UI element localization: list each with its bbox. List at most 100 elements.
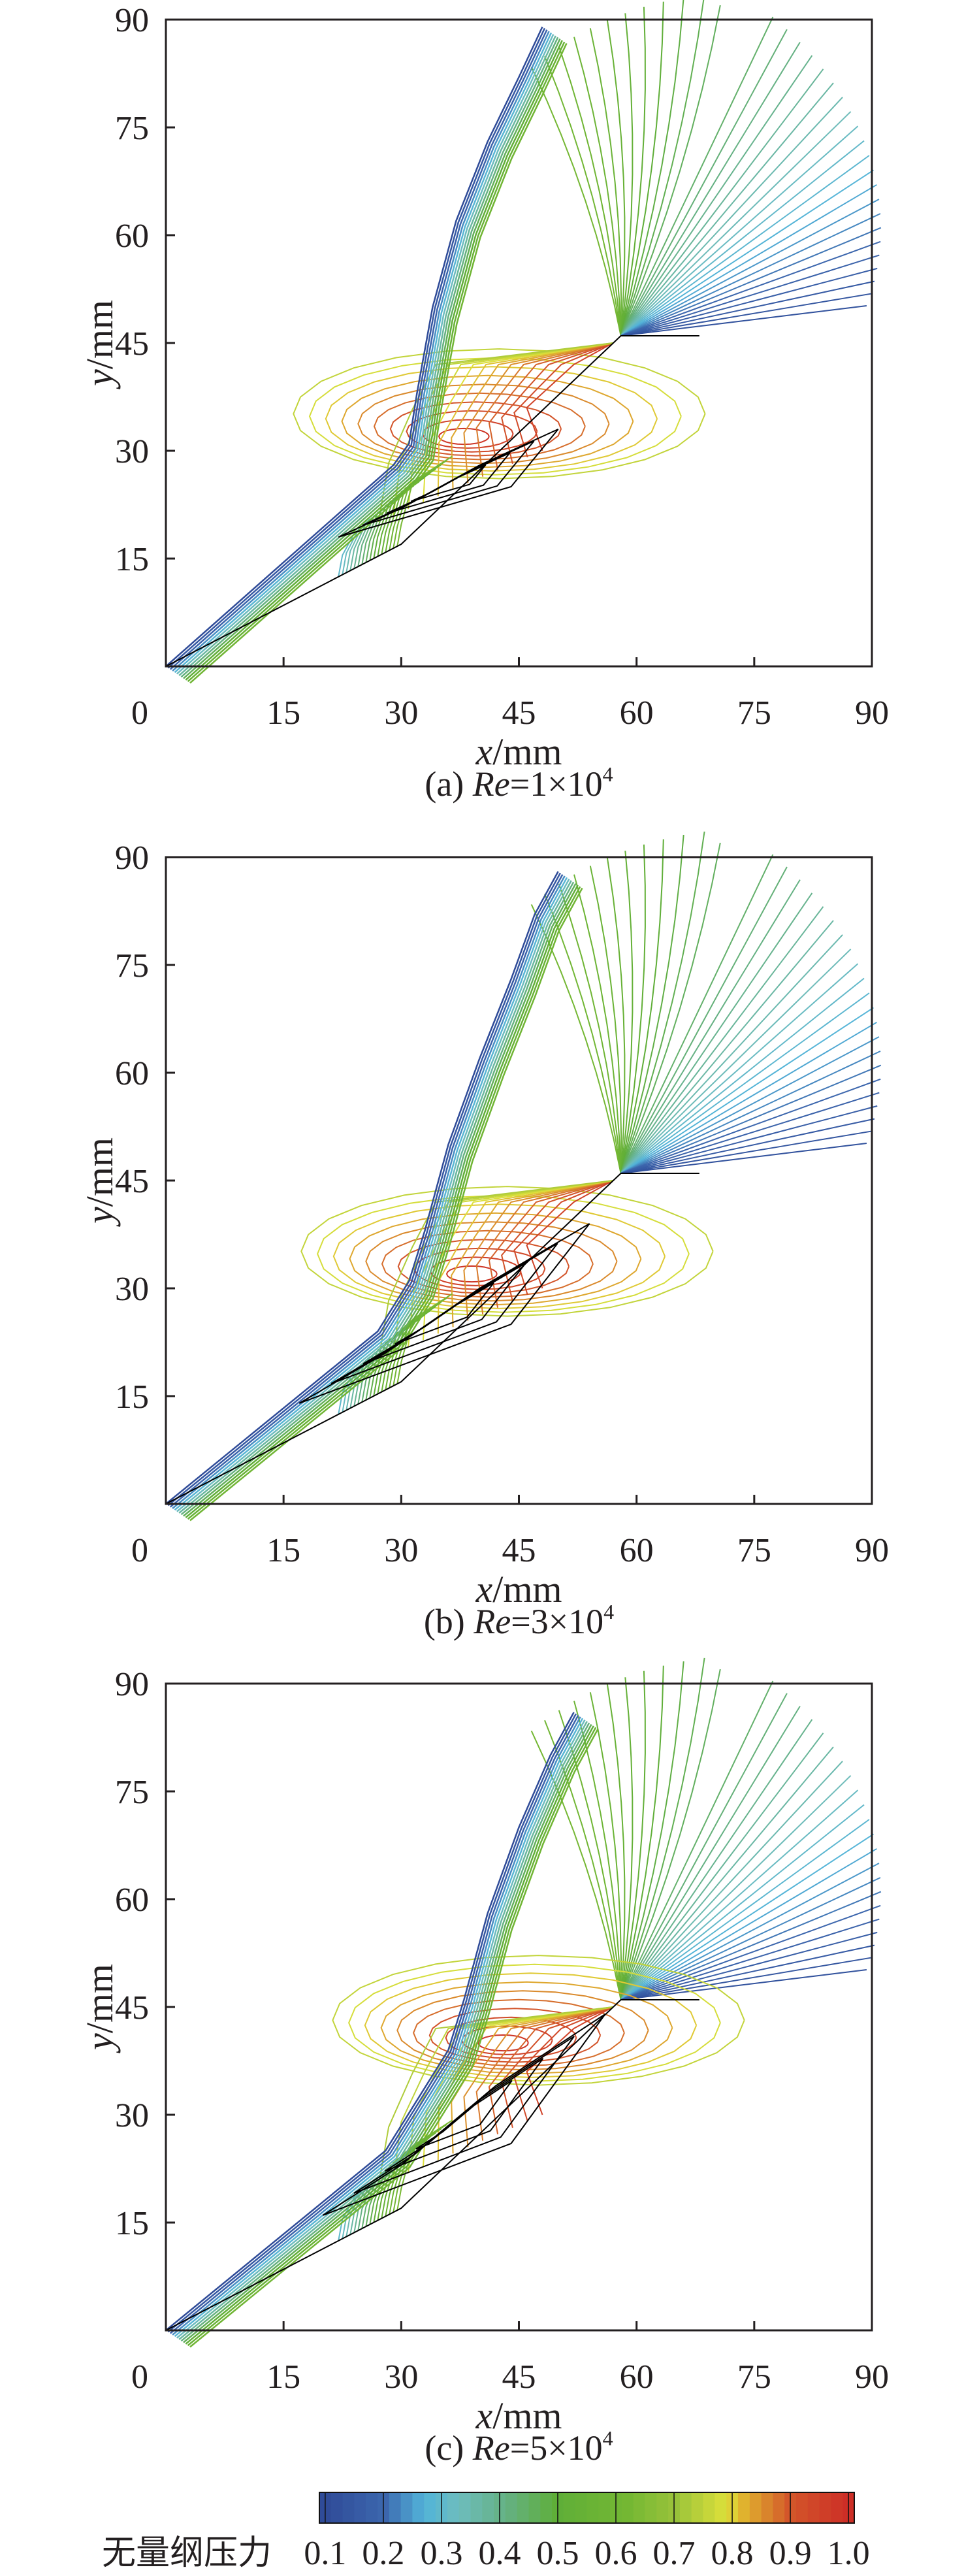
contour-line (620, 1877, 881, 2000)
colorbar-bin (796, 2492, 809, 2523)
y-tick-label: 30 (115, 433, 149, 470)
contour-line (501, 342, 613, 465)
contour-line (620, 16, 774, 336)
contour-line (437, 342, 613, 497)
contour-line (348, 1963, 721, 2082)
contour-line (475, 1180, 613, 1314)
y-tick-label: 60 (115, 1882, 149, 1919)
contour-line (620, 169, 874, 336)
contour-line (620, 1078, 881, 1174)
contour-line (445, 1265, 498, 1283)
contour-line (475, 2006, 613, 2141)
contour-line (451, 342, 613, 490)
contour-line (475, 342, 613, 477)
shock-contour-line (174, 32, 553, 674)
shock-contour-line (169, 874, 564, 1508)
x-tick-label: 90 (855, 1532, 889, 1569)
y-tick-label: 30 (115, 2097, 149, 2134)
separation-streamline (384, 2057, 544, 2172)
separation-streamline (415, 2079, 513, 2150)
contour-line (437, 1180, 613, 1334)
x-tick-label: 30 (384, 2358, 418, 2396)
contour-line (341, 374, 634, 468)
shock-contour-line (185, 1725, 594, 2345)
x-tick-label: 75 (737, 2358, 771, 2396)
contour-line (620, 254, 880, 336)
contour-line (620, 97, 843, 336)
colorbar-bin (679, 2492, 692, 2523)
shock-contour-line (180, 37, 559, 678)
panel-caption: (b) Re=3×104 (424, 1600, 614, 1641)
contour-line (378, 2006, 613, 2187)
shock-contour-line (174, 877, 568, 1511)
x-tick-label: 90 (855, 694, 889, 732)
colorbar-tick-label: 0.3 (420, 2535, 462, 2572)
x-tick-label: 45 (502, 1532, 536, 1569)
y-tick-label: 75 (115, 110, 149, 147)
contour-line (620, 831, 705, 1174)
x-tick-label: 90 (855, 2358, 889, 2396)
contour-line (451, 1180, 613, 1328)
contour-line (620, 992, 870, 1174)
contour-line (620, 42, 801, 336)
colorbar-tick-label: 1.0 (827, 2535, 870, 2572)
contour-line (325, 366, 658, 472)
contour-line (544, 893, 622, 1174)
y-tick-label: 75 (115, 1774, 149, 1811)
colorbar-bin (715, 2492, 727, 2523)
contour-line (620, 842, 721, 1174)
separation-streamline (410, 464, 487, 502)
contour-line (620, 1669, 721, 2000)
colorbar-bin (424, 2492, 436, 2523)
caption-value: =1×10 (510, 764, 603, 804)
colorbar-tick-label: 0.8 (711, 2535, 754, 2572)
contour-line (620, 1761, 843, 2000)
contour-line (620, 1863, 880, 2000)
contour-line (620, 1021, 877, 1174)
y-axis-var: y (78, 1207, 121, 1227)
colorbar-bin (458, 2492, 472, 2523)
colorbar-bin (831, 2492, 843, 2523)
contour-line (293, 348, 706, 480)
contour-line (501, 2006, 613, 2128)
colorbar-tick-label: 0.5 (536, 2535, 579, 2572)
y-tick-label: 60 (115, 1055, 149, 1092)
y-tick-label: 90 (115, 840, 149, 877)
contour-line (620, 839, 664, 1174)
contour-line (488, 1180, 613, 1308)
y-tick-label: 45 (115, 1163, 149, 1200)
colorbar-bin (470, 2492, 483, 2523)
caption-value: =5×10 (510, 2428, 603, 2468)
y-tick-label: 15 (115, 2205, 149, 2242)
contour-line (589, 1692, 622, 2000)
panel-caption: (c) Re=5×104 (425, 2426, 613, 2468)
caption-exponent: 4 (603, 2426, 613, 2450)
contour-line (620, 1833, 874, 2000)
contour-line (463, 1180, 613, 1321)
x-tick-label: 15 (266, 2358, 300, 2396)
colorbar-tick-label: 0.6 (595, 2535, 637, 2572)
contour-line (308, 357, 682, 476)
contour-line (526, 1180, 614, 1289)
shock-contour-line (183, 38, 561, 679)
contour-line (620, 13, 634, 336)
shock-contour-line (167, 1713, 577, 2333)
shock-contour-line (178, 880, 572, 1514)
contour-line (620, 977, 865, 1174)
contour-line (620, 1118, 875, 1174)
x-tick-label: 30 (384, 694, 418, 732)
colorbar-bin (819, 2492, 831, 2523)
contour-lines (165, 1657, 882, 2348)
contour-line (620, 0, 684, 336)
colorbar-bin (633, 2492, 646, 2523)
contour-line (620, 1931, 878, 2000)
contour-lines (165, 831, 882, 1522)
x-tick-label: 60 (620, 694, 654, 732)
shock-contour-line (178, 1721, 588, 2340)
colorbar-bin (575, 2492, 588, 2523)
separation-streamline (362, 440, 535, 526)
contour-line (620, 1657, 705, 2000)
shock-contour-line (185, 885, 579, 1518)
colorbar-bin (738, 2492, 750, 2523)
shock-contour-line (187, 41, 566, 683)
